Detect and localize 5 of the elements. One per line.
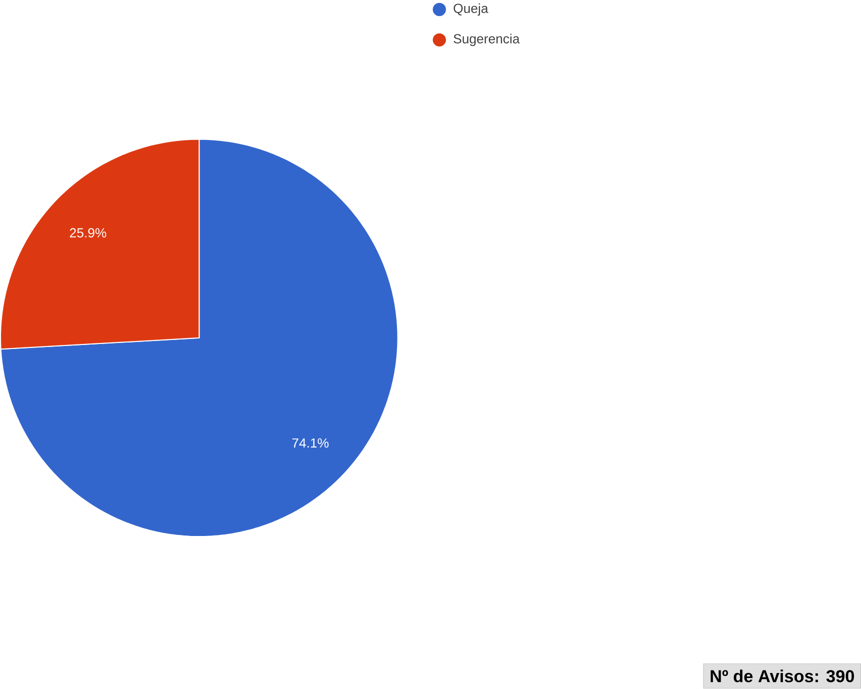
legend-label: Sugerencia	[454, 34, 520, 46]
data-label: 25.9%	[70, 228, 106, 238]
data-label: 74.1%	[292, 438, 329, 448]
text: Nº de Avisos: 390	[710, 670, 854, 683]
legend-label: Queja	[454, 4, 488, 16]
